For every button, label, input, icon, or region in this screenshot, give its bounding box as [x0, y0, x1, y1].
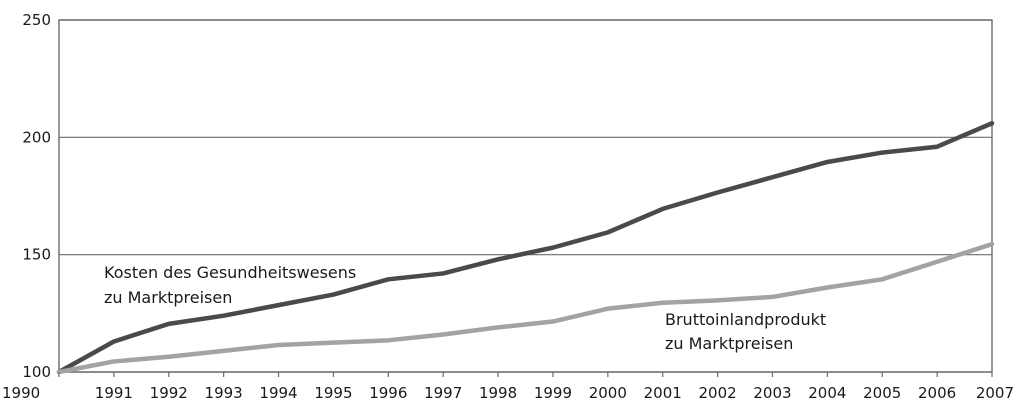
- x-tick-label: 2000: [589, 384, 627, 402]
- series-line-health-costs: [56, 121, 995, 375]
- y-tick-label: 100: [22, 363, 51, 381]
- x-tick-label: 1998: [479, 384, 517, 402]
- x-tick-label: 2006: [918, 384, 956, 402]
- x-tick-label: 1996: [369, 384, 407, 402]
- y-tick-label: 150: [22, 246, 51, 264]
- annotation-health-costs-line1: Kosten des Gesundheitswesens: [104, 263, 356, 282]
- x-tick-label: 1999: [534, 384, 572, 402]
- x-tick-label: 1995: [314, 384, 352, 402]
- x-tick-label: 2003: [753, 384, 791, 402]
- x-tick-label: 1994: [259, 384, 297, 402]
- x-tick-label: 2007: [976, 384, 1014, 402]
- x-tick-label: 1992: [150, 384, 188, 402]
- annotation-gdp-line2: zu Marktpreisen: [665, 334, 793, 353]
- x-tick-label: 1997: [424, 384, 462, 402]
- x-tick-label: 2001: [644, 384, 682, 402]
- annotation-gdp-line1: Bruttoinlandprodukt: [665, 310, 826, 329]
- x-tick-label: 1990: [2, 384, 40, 402]
- plot-frame: [58, 19, 993, 373]
- x-tick-label: 1991: [95, 384, 133, 402]
- x-tick-label: 2002: [698, 384, 736, 402]
- y-tick-label: 200: [22, 128, 51, 146]
- x-tick-label: 2004: [808, 384, 846, 402]
- series-line-gdp: [56, 241, 995, 375]
- x-tick-label: 1993: [205, 384, 243, 402]
- x-tick-label: 2005: [863, 384, 901, 402]
- y-axis-tick-labels: 100 150 200 250: [22, 11, 51, 381]
- series-layer: [56, 121, 995, 375]
- annotation-health-costs-line2: zu Marktpreisen: [104, 288, 232, 307]
- y-tick-label: 250: [22, 11, 51, 29]
- x-axis-tick-labels: 1990 1991 1992 1993 1994 1995 1996 1997 1998 1999…: [2, 372, 1014, 402]
